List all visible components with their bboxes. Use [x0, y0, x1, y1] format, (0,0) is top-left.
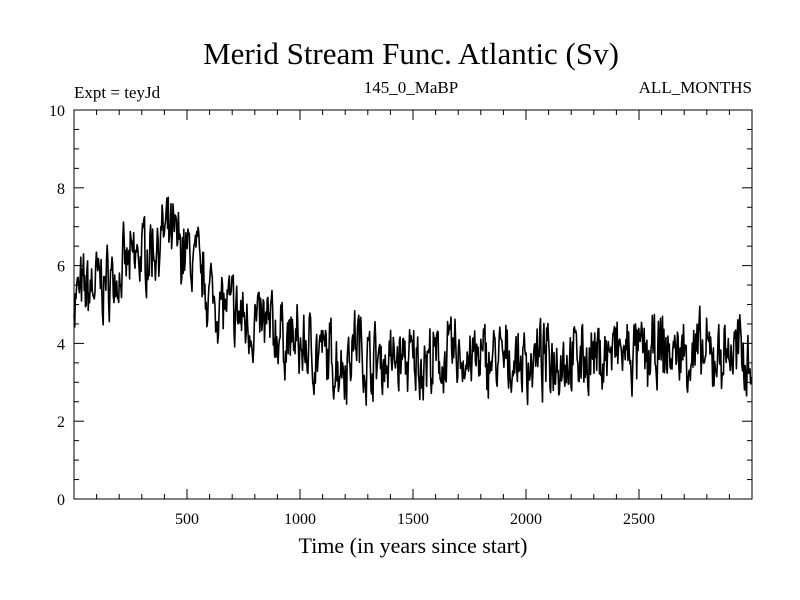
plot-frame: [73, 109, 753, 500]
y-tick-label: 0: [57, 492, 65, 509]
months-label: ALL_MONTHS: [639, 78, 752, 97]
experiment-label: Expt = teyJd: [74, 83, 161, 102]
x-tick-label: 1000: [284, 511, 316, 528]
data-series-line: [73, 196, 753, 406]
axis-ticks: [74, 110, 752, 499]
x-tick-label: 1500: [397, 511, 429, 528]
y-tick-label: 4: [57, 336, 65, 353]
x-axis-label: Time (in years since start): [299, 533, 528, 558]
y-tick-label: 6: [57, 259, 65, 276]
x-axis-labels: 500 1000 1500 2000 2500: [175, 511, 655, 528]
x-tick-label: 2000: [510, 511, 542, 528]
x-tick-label: 2500: [623, 511, 655, 528]
y-tick-label: 10: [49, 103, 65, 120]
period-label: 145_0_MaBP: [364, 78, 458, 97]
chart-title: Merid Stream Func. Atlantic (Sv): [203, 36, 619, 71]
y-tick-label: 8: [57, 181, 65, 198]
y-tick-label: 2: [57, 414, 65, 431]
y-axis-labels: 0 2 4 6 8 10: [49, 103, 65, 509]
x-tick-label: 500: [175, 511, 199, 528]
